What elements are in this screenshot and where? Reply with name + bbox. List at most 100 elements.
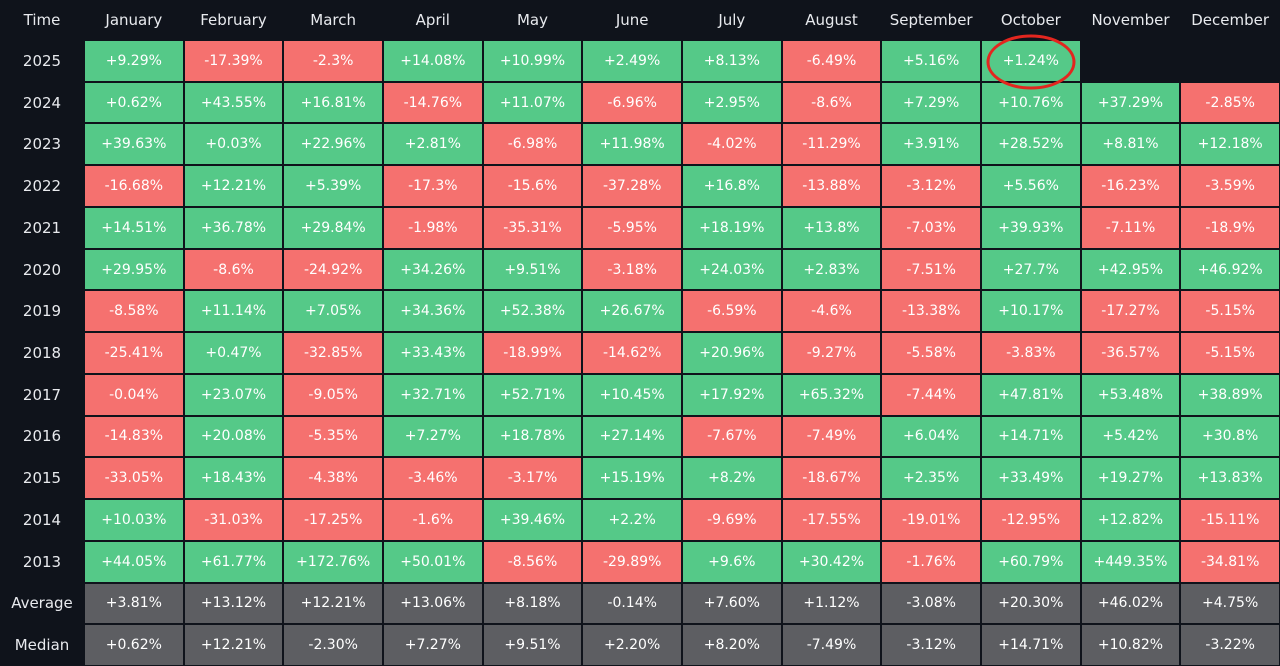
return-cell: +17.92% <box>683 374 781 415</box>
return-cell: -8.6% <box>782 82 881 123</box>
return-cell: +8.18% <box>483 583 582 624</box>
return-cell: +20.08% <box>184 416 283 457</box>
return-cell: +9.51% <box>483 625 582 665</box>
return-cell: +23.07% <box>184 374 283 415</box>
return-cell: -6.96% <box>583 82 681 123</box>
return-cell: -1.76% <box>882 541 980 582</box>
return-cell: +18.78% <box>483 416 582 457</box>
return-cell: +10.03% <box>85 500 183 540</box>
row-label: Average <box>11 594 73 613</box>
return-cell: -16.23% <box>1081 166 1180 206</box>
column-header: February <box>200 11 267 29</box>
return-cell: +37.29% <box>1081 82 1180 123</box>
return-cell: +14.71% <box>982 625 1080 665</box>
column-header: August <box>805 11 858 29</box>
column-header: January <box>105 11 163 29</box>
row-label: 2016 <box>22 427 62 446</box>
return-cell: +61.77% <box>184 541 283 582</box>
return-cell: -17.25% <box>284 500 382 540</box>
return-cell: -3.59% <box>1181 166 1279 206</box>
return-cell: -37.28% <box>583 166 681 206</box>
return-cell: -5.15% <box>1181 291 1279 332</box>
row-label: 2022 <box>22 177 62 196</box>
return-cell: +11.14% <box>184 291 283 332</box>
return-cell: +19.27% <box>1081 458 1180 499</box>
column-header: April <box>415 11 450 29</box>
row-label: 2019 <box>22 302 62 321</box>
return-cell: +2.49% <box>583 41 681 81</box>
return-cell: +50.01% <box>384 541 482 582</box>
return-cell: +10.99% <box>483 41 582 81</box>
return-cell: -3.08% <box>882 583 980 624</box>
return-cell: -11.29% <box>782 124 881 165</box>
return-cell: +22.96% <box>284 124 382 165</box>
return-cell: +10.82% <box>1081 625 1180 665</box>
return-cell: +46.92% <box>1181 249 1279 290</box>
return-cell: -0.04% <box>85 374 183 415</box>
return-cell: +65.32% <box>782 374 881 415</box>
return-cell: +5.56% <box>982 166 1080 206</box>
return-cell: +12.21% <box>184 625 283 665</box>
return-cell: -3.12% <box>882 625 980 665</box>
return-cell: +34.36% <box>384 291 482 332</box>
row-label: 2024 <box>22 93 62 112</box>
return-cell: -16.68% <box>85 166 183 206</box>
column-header: December <box>1191 11 1270 29</box>
return-cell: -34.81% <box>1181 541 1279 582</box>
return-cell: +3.91% <box>882 124 980 165</box>
row-label: 2014 <box>22 510 62 529</box>
return-cell: -17.39% <box>184 41 283 81</box>
return-cell: +2.81% <box>384 124 482 165</box>
return-cell: -5.35% <box>284 416 382 457</box>
return-cell: +14.51% <box>85 207 183 248</box>
return-cell: -18.9% <box>1181 207 1279 248</box>
return-cell: +8.2% <box>683 458 781 499</box>
return-cell: -7.49% <box>782 625 881 665</box>
return-cell: -7.03% <box>882 207 980 248</box>
row-label: 2020 <box>22 260 62 279</box>
return-cell: +6.04% <box>882 416 980 457</box>
return-cell: -18.99% <box>483 333 582 373</box>
return-cell: +14.71% <box>982 416 1080 457</box>
return-cell: -9.05% <box>284 374 382 415</box>
return-cell: +0.62% <box>85 625 183 665</box>
return-cell: +8.13% <box>683 41 781 81</box>
return-cell: -3.22% <box>1181 625 1279 665</box>
return-cell: +39.63% <box>85 124 183 165</box>
column-header: September <box>889 11 973 29</box>
return-cell: +14.08% <box>384 41 482 81</box>
return-cell: +27.14% <box>583 416 681 457</box>
return-cell: -3.17% <box>483 458 582 499</box>
return-cell: +1.12% <box>782 583 881 624</box>
return-cell: -5.95% <box>583 207 681 248</box>
return-cell: +30.8% <box>1181 416 1279 457</box>
row-label: 2017 <box>22 385 62 404</box>
return-cell: -15.11% <box>1181 500 1279 540</box>
return-cell: +10.17% <box>982 291 1080 332</box>
column-header: July <box>718 11 746 29</box>
return-cell: -4.6% <box>782 291 881 332</box>
return-cell: +5.39% <box>284 166 382 206</box>
return-cell: +10.76% <box>982 82 1080 123</box>
return-cell: -3.12% <box>882 166 980 206</box>
return-cell: +2.83% <box>782 249 881 290</box>
return-cell: -2.85% <box>1181 82 1279 123</box>
return-cell: -3.18% <box>583 249 681 290</box>
return-cell: +36.78% <box>184 207 283 248</box>
return-cell: +44.05% <box>85 541 183 582</box>
return-cell: +2.35% <box>882 458 980 499</box>
return-cell: -35.31% <box>483 207 582 248</box>
return-cell: +28.52% <box>982 124 1080 165</box>
return-cell: +39.46% <box>483 500 582 540</box>
return-cell: +27.7% <box>982 249 1080 290</box>
return-cell: -7.67% <box>683 416 781 457</box>
return-cell: +8.81% <box>1081 124 1180 165</box>
column-header: Time <box>23 11 61 29</box>
return-cell: +9.6% <box>683 541 781 582</box>
return-cell: -31.03% <box>184 500 283 540</box>
return-cell: +3.81% <box>85 583 183 624</box>
return-cell: -2.3% <box>284 41 382 81</box>
return-cell: -18.67% <box>782 458 881 499</box>
